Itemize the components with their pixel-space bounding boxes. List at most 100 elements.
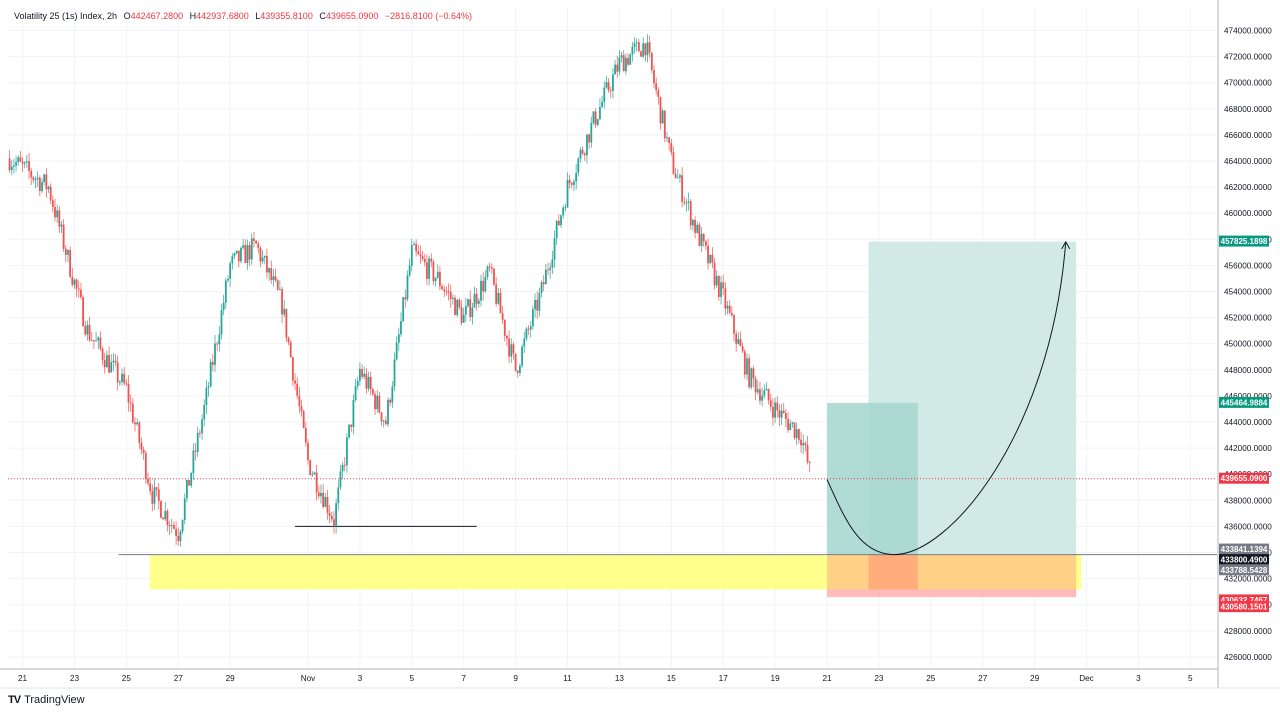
candle-body bbox=[516, 370, 519, 373]
price-label bbox=[1219, 554, 1269, 566]
candle-body bbox=[521, 346, 523, 366]
candle-body bbox=[147, 478, 149, 484]
x-tick-label: Nov bbox=[301, 674, 316, 683]
candle-body bbox=[713, 262, 716, 286]
candle-body bbox=[138, 422, 141, 443]
candle-body bbox=[263, 255, 266, 258]
candle-body bbox=[423, 259, 426, 263]
stop-support-overlap bbox=[827, 554, 1077, 590]
x-tick-label: Dec bbox=[1079, 674, 1094, 683]
candle-body bbox=[456, 299, 459, 316]
tradingview-logo[interactable]: TV TradingView bbox=[8, 694, 85, 706]
candle-body bbox=[387, 399, 389, 425]
candle-body bbox=[164, 510, 167, 520]
price-label bbox=[1219, 472, 1269, 484]
y-tick-label: 436000.0000 bbox=[1224, 522, 1272, 531]
candle-body bbox=[41, 182, 43, 192]
x-tick-label: 19 bbox=[771, 674, 781, 683]
candle-body bbox=[666, 137, 668, 139]
candle-body bbox=[220, 310, 223, 335]
candle-body bbox=[144, 452, 147, 479]
candle-body bbox=[343, 464, 346, 466]
y-tick-label: 472000.0000 bbox=[1224, 53, 1272, 62]
candle-body bbox=[419, 254, 422, 257]
y-tick-label: 466000.0000 bbox=[1224, 131, 1272, 140]
candle-body bbox=[668, 137, 671, 144]
candle-body bbox=[694, 219, 696, 233]
candle-body bbox=[231, 256, 234, 264]
projection-curve[interactable] bbox=[826, 241, 1067, 556]
candle-body bbox=[467, 299, 469, 307]
candle-body bbox=[436, 271, 439, 278]
candle-body bbox=[536, 299, 539, 311]
candle-body bbox=[90, 340, 93, 342]
candle-body bbox=[285, 308, 288, 338]
candle-body bbox=[624, 57, 627, 72]
candle-body bbox=[458, 299, 461, 308]
candle-body bbox=[544, 269, 547, 285]
candle-body bbox=[354, 386, 357, 400]
candle-body bbox=[45, 174, 48, 190]
candle-body bbox=[129, 402, 132, 404]
candle-body bbox=[549, 267, 552, 271]
y-tick-label: 460000.0000 bbox=[1224, 209, 1272, 218]
ohlc-legend: Volatility 25 (1s) Index, 2h O442467.280… bbox=[14, 11, 472, 21]
candle-body bbox=[296, 383, 299, 396]
candle-body bbox=[804, 443, 807, 445]
candle-body bbox=[532, 309, 534, 327]
candle-body bbox=[475, 293, 478, 304]
candle-body bbox=[737, 338, 740, 344]
candle-body bbox=[244, 245, 247, 263]
candle-body bbox=[17, 157, 20, 163]
candle-body bbox=[162, 517, 165, 520]
candle-body bbox=[198, 432, 201, 434]
candle-body bbox=[612, 74, 614, 91]
open-value: 442467.2800 bbox=[130, 11, 184, 21]
candle-body bbox=[629, 54, 632, 65]
candle-body bbox=[449, 291, 452, 299]
candle-body bbox=[322, 492, 325, 507]
candle-body bbox=[614, 64, 616, 75]
candle-body bbox=[782, 410, 785, 413]
candle-body bbox=[330, 515, 333, 520]
x-tick-label: 23 bbox=[70, 674, 80, 683]
price-labels: 457825.1898 445464.9884 439655.0900 433841.… bbox=[1219, 235, 1269, 613]
candle-body bbox=[778, 410, 781, 418]
candle-body bbox=[218, 334, 221, 345]
candle-body bbox=[123, 373, 126, 384]
candle-body bbox=[681, 175, 684, 202]
projection-path bbox=[826, 240, 1071, 556]
candle-body bbox=[116, 362, 119, 383]
candle-body bbox=[151, 491, 154, 504]
candle-body bbox=[384, 420, 387, 425]
candle-body bbox=[278, 289, 281, 291]
candle-body bbox=[655, 83, 658, 91]
candle-body bbox=[348, 424, 350, 438]
candle-body bbox=[179, 531, 182, 542]
candle-body bbox=[432, 261, 435, 282]
candle-body bbox=[209, 361, 212, 387]
price-label-text: 445464.9884 bbox=[1221, 398, 1268, 407]
price-label-text: 433841.1394 bbox=[1221, 545, 1268, 554]
candle-body bbox=[93, 340, 95, 342]
symbol-title[interactable]: Volatility 25 (1s) Index, 2h bbox=[14, 11, 118, 21]
candle-body bbox=[274, 276, 277, 281]
y-tick-label: 438000.0000 bbox=[1224, 496, 1272, 505]
candle-body bbox=[640, 51, 642, 57]
candle-body bbox=[761, 395, 764, 401]
candle-body bbox=[246, 245, 249, 263]
price-label bbox=[1219, 594, 1269, 606]
x-tick-label: 15 bbox=[667, 674, 677, 683]
candle-body bbox=[540, 282, 543, 294]
candle-body bbox=[175, 528, 177, 537]
candle-body bbox=[10, 166, 13, 171]
tradingview-logo-icon: TV bbox=[8, 694, 21, 706]
x-tick-label: 5 bbox=[1188, 674, 1193, 683]
y-tick-label: 428000.0000 bbox=[1224, 627, 1272, 636]
candle-body bbox=[188, 480, 190, 486]
candle-body bbox=[417, 251, 420, 255]
candle-body bbox=[499, 292, 502, 314]
candle-body bbox=[428, 258, 430, 279]
